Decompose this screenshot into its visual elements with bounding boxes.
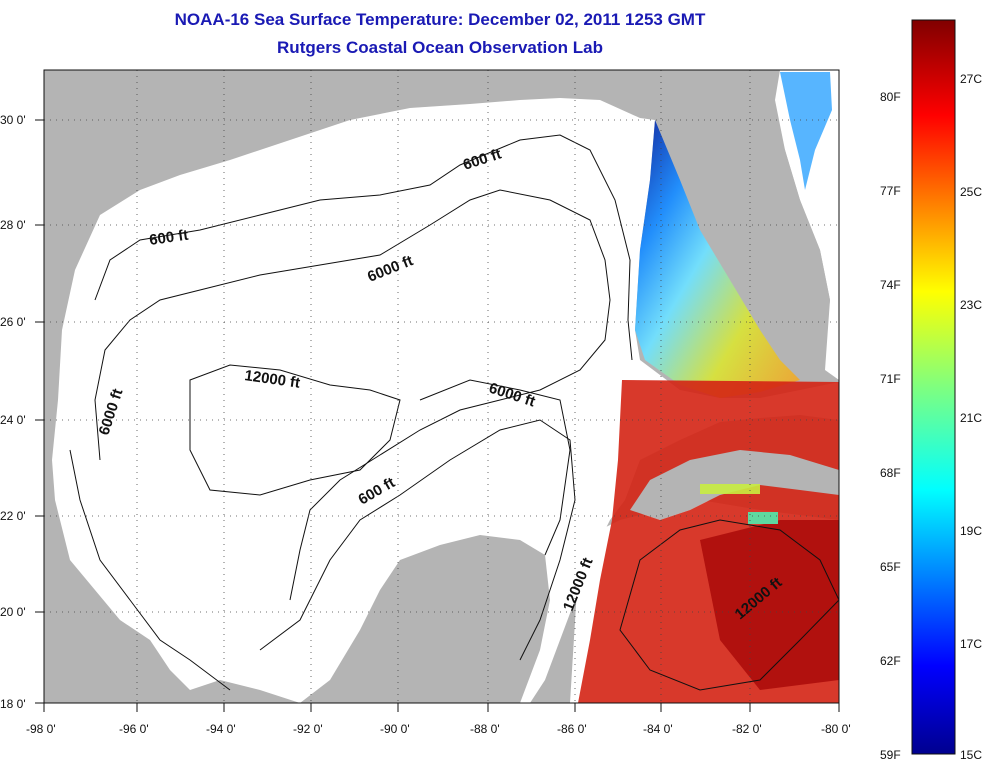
sst-swath-warm-dark [700, 520, 839, 690]
contour-12000ft-south [619, 519, 839, 691]
colorbar-f-71: 71F [880, 372, 901, 386]
yucatan-land [300, 535, 550, 703]
colorbar [911, 19, 956, 755]
lat-label-30: 30 0' [0, 113, 26, 127]
colorbar-c-25: 25C [960, 185, 983, 199]
colorbar-c-27: 27C [960, 72, 983, 86]
lon-label-92: -92 0' [293, 722, 323, 736]
lat-label-20: 20 0' [0, 605, 26, 619]
colorbar-f-62: 62F [880, 654, 901, 668]
lon-label-98: -98 0' [26, 722, 56, 736]
colorbar-f-65: 65F [880, 560, 901, 574]
colorbar-f-77: 77F [880, 184, 901, 198]
lon-label-88: -88 0' [470, 722, 500, 736]
lat-label-26: 26 0' [0, 315, 26, 329]
contour-6000ft-inner [419, 379, 571, 556]
sst-swath-florida [635, 120, 800, 398]
colorbar-c-17: 17C [960, 637, 983, 651]
colorbar-c-21: 21C [960, 411, 983, 425]
florida-land [655, 105, 830, 380]
lon-label-84: -84 0' [643, 722, 673, 736]
atlantic-water [775, 70, 839, 380]
colorbar-c-23: 23C [960, 298, 983, 312]
lon-label-80: -80 0' [821, 722, 851, 736]
contour-600ft-west [69, 449, 231, 691]
colorbar-f-68: 68F [880, 466, 901, 480]
lon-label-96: -96 0' [119, 722, 149, 736]
contour-600ft-shelf [259, 419, 576, 661]
axis-ticks [35, 119, 840, 712]
sst-swath-yellow-patch [700, 484, 760, 494]
lat-label-18: 18 0' [0, 697, 26, 711]
lon-label-86: -86 0' [557, 722, 587, 736]
gulf-water [52, 98, 839, 703]
colorbar-f-80: 80F [880, 90, 901, 104]
contour-label-600ft-west: 600 ft [148, 227, 189, 249]
lat-label-28: 28 0' [0, 218, 26, 232]
contour-12000ft [189, 364, 401, 496]
contour-600ft [94, 134, 633, 361]
colorbar-c-19: 19C [960, 524, 983, 538]
map-frame [43, 69, 840, 704]
lat-label-22: 22 0' [0, 509, 26, 523]
bathymetry-contours [69, 134, 839, 691]
graticule [44, 70, 839, 703]
lon-label-94: -94 0' [206, 722, 236, 736]
contour-6000ft-outer [94, 189, 611, 601]
lon-label-82: -82 0' [732, 722, 762, 736]
lat-label-24: 24 0' [0, 413, 26, 427]
colorbar-f-59: 59F [880, 748, 901, 762]
lon-label-90: -90 0' [380, 722, 410, 736]
sst-swath-atlantic [780, 72, 832, 190]
map-subtitle: Rutgers Coastal Ocean Observation Lab [277, 38, 603, 57]
map-title: NOAA-16 Sea Surface Temperature: Decembe… [174, 10, 706, 29]
sst-swath-cyan-patch [748, 512, 778, 524]
colorbar-c-15: 15C [960, 748, 983, 762]
colorbar-f-74: 74F [880, 278, 901, 292]
map-area: 600 ft 600 ft 6000 ft 6000 ft 6000 ft 12… [44, 70, 839, 703]
